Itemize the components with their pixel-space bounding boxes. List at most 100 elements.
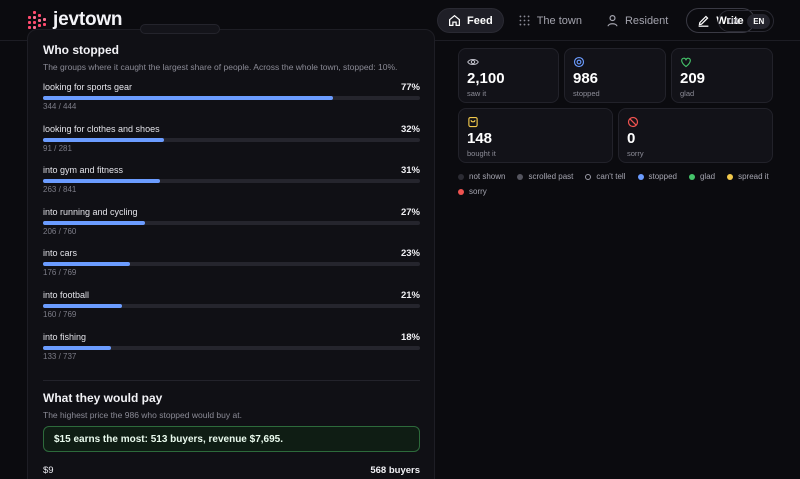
- who-stopped-subtitle: The groups where it caught the largest s…: [43, 62, 398, 72]
- group-row: looking for sports gear 77% 344 / 444: [43, 82, 420, 118]
- prohibited-icon: [627, 116, 639, 128]
- legend-dot-icon: [637, 173, 644, 180]
- legend-label: spread it: [738, 172, 769, 181]
- legend-item: stopped: [637, 172, 677, 181]
- stat-value: 148: [467, 130, 493, 147]
- legend-dot-icon: [517, 173, 524, 180]
- legend-dot-icon: [585, 173, 592, 180]
- nav-feed[interactable]: Feed: [437, 8, 504, 33]
- group-count: 263 / 841: [43, 185, 77, 195]
- nav-the-town-label: The town: [536, 14, 582, 27]
- legend-item: scrolled past: [517, 172, 573, 181]
- group-count: 344 / 444: [43, 102, 77, 111]
- group-bar-track: [43, 137, 420, 142]
- group-label: looking for clothes and shoes: [43, 123, 160, 134]
- language-switcher: UA EN: [718, 10, 774, 32]
- group-label: into gym and fitness: [43, 165, 124, 176]
- user-icon: [607, 15, 618, 27]
- lang-ua[interactable]: UA: [727, 16, 740, 26]
- group-count: 206 / 760: [43, 226, 77, 236]
- stat-value: 209: [680, 70, 706, 87]
- group-row: into gym and fitness 31% 263 / 841: [43, 165, 420, 201]
- legend-label: stopped: [648, 172, 677, 181]
- group-count: 133 / 737: [43, 351, 77, 361]
- main-nav: Feed The town Resident Write: [437, 8, 755, 33]
- nav-resident-label: Resident: [624, 14, 669, 27]
- group-bar-track: [43, 304, 420, 308]
- pen-icon: [698, 15, 709, 27]
- group-count: 91 / 281: [43, 143, 72, 153]
- legend-item: glad: [688, 172, 716, 181]
- group-percent: 27%: [400, 206, 420, 218]
- group-percent: 77%: [400, 82, 420, 93]
- stat-label: glad: [680, 89, 695, 98]
- stat-value: 0: [627, 130, 636, 147]
- eye-icon: [467, 58, 479, 66]
- legend-label: glad: [699, 172, 716, 181]
- group-bar-fill: [43, 220, 145, 225]
- heart-icon: [681, 57, 691, 68]
- legend: not shown scrolled past can't tell stopped g…: [458, 172, 778, 196]
- legend-item: sorry: [458, 187, 487, 196]
- legend-item: spread it: [727, 172, 769, 181]
- group-row: looking for clothes and shoes 32% 91 / 281: [43, 124, 420, 160]
- group-label: into running and cycling: [43, 206, 138, 217]
- stat-label: saw it: [467, 89, 487, 98]
- group-bar-track: [43, 345, 420, 350]
- nav-feed-label: Feed: [467, 14, 493, 27]
- legend-label: sorry: [469, 187, 487, 196]
- group-bar-fill: [43, 96, 334, 100]
- legend-label: can't tell: [596, 172, 626, 181]
- legend-item: not shown: [458, 172, 505, 181]
- who-stopped-title: Who stopped: [43, 43, 119, 57]
- legend-label: scrolled past: [528, 172, 574, 181]
- best-price-callout: $15 earns the most: 513 buyers, revenue …: [43, 426, 420, 452]
- pay-title: What they would pay: [43, 391, 163, 405]
- stat-card-stopped: 986 stopped: [564, 48, 666, 103]
- home-icon: [449, 14, 460, 26]
- group-percent: 32%: [400, 123, 420, 135]
- price-label: $9: [43, 465, 54, 476]
- group-row: into cars 23% 176 / 769: [43, 248, 420, 284]
- nav-resident[interactable]: Resident: [596, 8, 678, 33]
- legend-dot-icon: [458, 188, 464, 195]
- group-bar-track: [43, 220, 420, 225]
- legend-dot-icon: [458, 173, 464, 180]
- grid-dots-icon: [519, 15, 530, 26]
- price-buyers: 568 buyers: [370, 465, 420, 476]
- legend-dot-icon: [727, 173, 734, 180]
- group-label: into cars: [43, 248, 78, 259]
- group-bar-fill: [43, 345, 111, 350]
- stat-card-bought-it: 148 bought it: [458, 108, 613, 163]
- group-label: looking for sports gear: [43, 82, 133, 92]
- group-percent: 18%: [400, 331, 420, 343]
- group-row: into fishing 18% 133 / 737: [43, 332, 420, 368]
- group-bar-fill: [43, 179, 160, 184]
- brand[interactable]: jevtown: [27, 9, 123, 31]
- group-label: into football: [43, 290, 90, 300]
- stat-label: sorry: [627, 149, 644, 158]
- stat-value: 986: [573, 70, 599, 87]
- target-icon: [573, 56, 585, 68]
- group-bar-track: [43, 96, 420, 100]
- stat-card-sorry: 0 sorry: [618, 108, 773, 163]
- legend-label: not shown: [469, 172, 506, 181]
- group-percent: 23%: [400, 248, 420, 260]
- group-bar-fill: [43, 304, 123, 308]
- stat-label: stopped: [573, 89, 600, 98]
- group-row: into running and cycling 27% 206 / 760: [43, 207, 420, 243]
- nav-the-town[interactable]: The town: [508, 8, 592, 33]
- stat-card-saw-it: 2,100 saw it: [458, 48, 559, 103]
- group-count: 176 / 769: [43, 268, 77, 278]
- lang-en[interactable]: EN: [747, 13, 771, 29]
- group-bar-fill: [43, 137, 164, 142]
- results-panel: Who stopped The groups where it caught t…: [27, 24, 435, 479]
- legend-dot-icon: [688, 173, 695, 180]
- group-percent: 21%: [400, 290, 420, 301]
- logo-icon: [28, 11, 46, 29]
- section-divider: [43, 380, 420, 381]
- group-percent: 31%: [400, 165, 420, 177]
- group-label: into fishing: [43, 331, 87, 342]
- legend-item: can't tell: [585, 172, 626, 181]
- panel-tab-stub: [140, 24, 220, 34]
